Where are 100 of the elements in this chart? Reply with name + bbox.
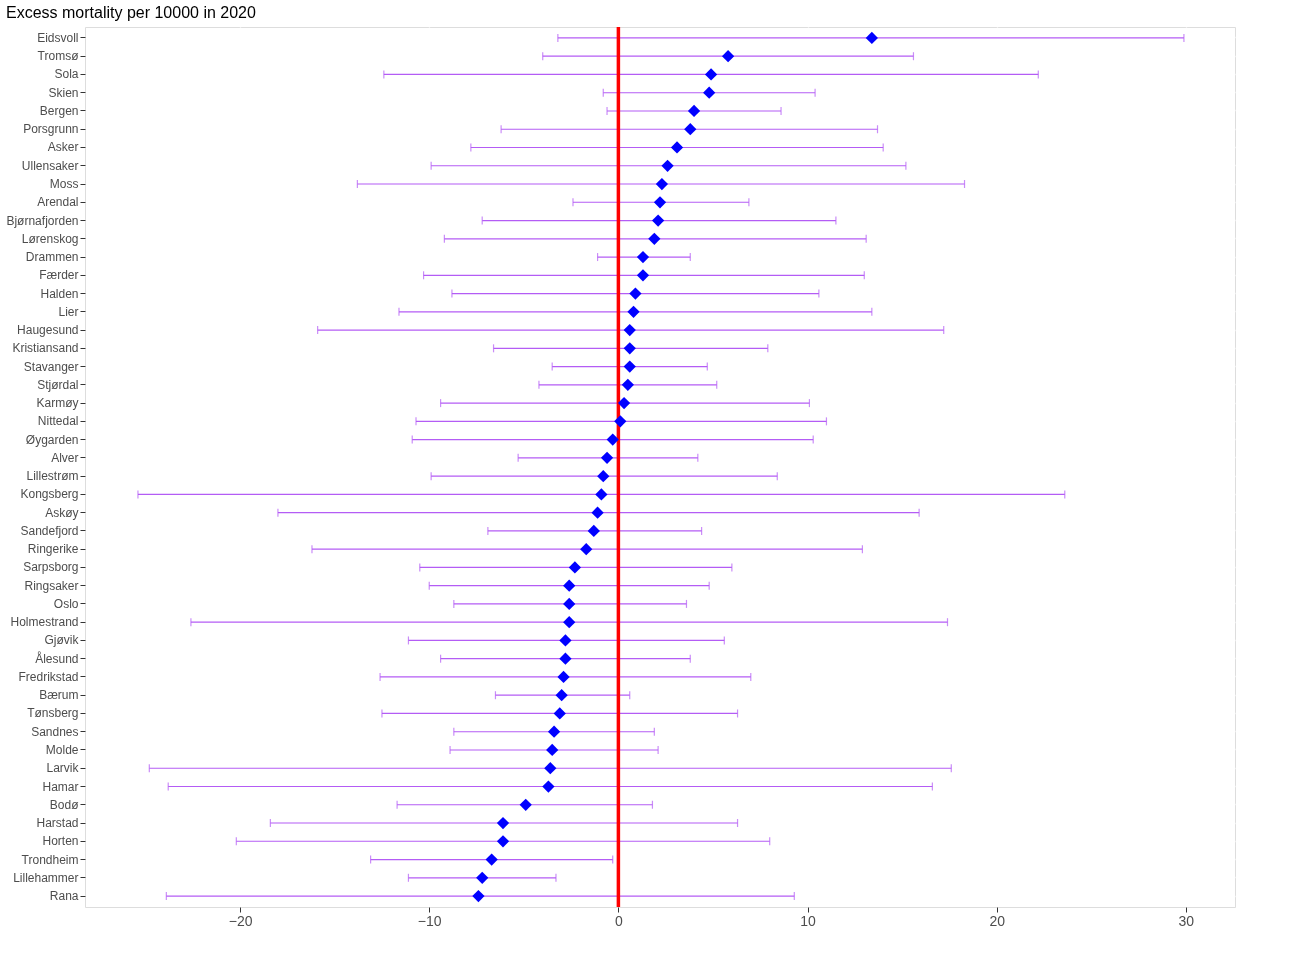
point (704, 68, 718, 81)
y-tick-label: Rana (49, 889, 79, 904)
y-tick-label: Arendal (37, 195, 79, 210)
y-tick-label: Lillestrøm (26, 469, 79, 484)
point (580, 543, 593, 556)
y-tick-label: Sola (54, 67, 79, 82)
x-tick-label: 20 (989, 912, 1006, 929)
point (555, 689, 568, 702)
y-tick-label: Ullensaker (21, 158, 79, 173)
y-tick-label: Stavanger (23, 359, 79, 374)
point (496, 835, 510, 848)
point (629, 287, 642, 300)
point (546, 743, 559, 757)
y-tick-label: Bergen (39, 103, 79, 118)
y-tick-label: Larvik (46, 761, 80, 776)
point (606, 433, 619, 446)
y-tick-label: Sandefjord (20, 523, 79, 538)
point (636, 250, 650, 264)
y-tick-label: Bodø (49, 797, 80, 812)
y-tick-label: Karmøy (36, 396, 79, 411)
y-tick-label: Molde (45, 742, 79, 757)
y-tick-label: Eidsvoll (37, 30, 79, 45)
y-tick-label: Moss (49, 177, 79, 192)
point (553, 707, 566, 720)
point (623, 323, 636, 337)
point (651, 214, 665, 227)
y-tick-label: Askøy (45, 505, 79, 520)
chart-title: Excess mortality per 10000 in 2020 (5, 4, 256, 22)
point (557, 670, 570, 684)
y-tick-label: Kristiansand (12, 341, 79, 356)
point (865, 31, 878, 45)
y-tick-label: Tromsø (37, 49, 80, 64)
y-tick-label: Trondheim (21, 852, 79, 867)
point (653, 196, 667, 209)
point (621, 378, 634, 391)
point (485, 853, 498, 866)
y-tick-label: Hamar (42, 779, 79, 794)
point (563, 597, 576, 611)
point (627, 305, 640, 318)
point (703, 86, 716, 99)
y-tick-label: Sandnes (31, 724, 79, 739)
y-tick-label: Porsgrunn (23, 122, 79, 137)
point (661, 159, 674, 172)
y-tick-label: Bærum (39, 688, 79, 703)
point (597, 470, 610, 483)
point (648, 232, 661, 245)
point (472, 889, 485, 903)
point (496, 816, 510, 830)
point (563, 579, 576, 592)
point (670, 141, 684, 154)
x-tick-label: 10 (800, 912, 817, 929)
y-tick-label: Fredrikstad (18, 669, 79, 684)
point (544, 762, 557, 775)
y-tick-label: Bjørnafjorden (6, 213, 79, 228)
point (617, 396, 631, 410)
y-tick-label: Sarpsborg (23, 560, 79, 575)
x-tick-label: 0 (614, 912, 623, 929)
point (568, 561, 582, 574)
y-tick-label: Færder (39, 268, 79, 283)
point (547, 725, 561, 738)
point (476, 871, 489, 884)
y-tick-label: Drammen (25, 250, 79, 265)
y-tick-label: Ålesund (35, 650, 79, 666)
y-tick-label: Stjørdal (37, 377, 79, 392)
y-tick-label: Alver (51, 450, 79, 465)
point (684, 123, 697, 136)
y-tick-label: Ringerike (27, 542, 79, 557)
point (591, 506, 604, 519)
point (636, 269, 650, 282)
point (687, 104, 701, 118)
y-tick-label: Lier (58, 304, 79, 319)
point (655, 177, 669, 191)
y-tick-label: Skien (48, 85, 79, 100)
point (559, 652, 572, 665)
y-tick-label: Oslo (53, 596, 79, 611)
y-tick-label: Kongsberg (20, 487, 79, 502)
y-tick-label: Horten (42, 834, 79, 849)
y-tick-label: Øygarden (25, 432, 79, 447)
y-tick-label: Harstad (36, 816, 79, 831)
point (559, 634, 572, 647)
y-tick-label: Haugesund (17, 323, 79, 338)
y-tick-label: Ringsaker (24, 578, 79, 593)
point (623, 360, 636, 373)
point (721, 50, 735, 63)
y-tick-label: Tønsberg (27, 706, 79, 721)
point (595, 488, 608, 501)
point (623, 342, 636, 355)
y-tick-label: Gjøvik (44, 633, 80, 648)
y-tick-label: Asker (47, 140, 79, 155)
y-tick-label: Nittedal (37, 414, 79, 429)
point (563, 616, 576, 629)
x-tick-label: −10 (417, 912, 442, 929)
point (542, 780, 555, 793)
point (587, 524, 600, 538)
x-tick-label: 30 (1178, 912, 1195, 929)
point (600, 451, 614, 464)
point (519, 798, 532, 811)
x-tick-label: −20 (228, 912, 253, 929)
y-tick-label: Halden (40, 286, 79, 301)
y-tick-label: Lillehammer (13, 870, 79, 885)
